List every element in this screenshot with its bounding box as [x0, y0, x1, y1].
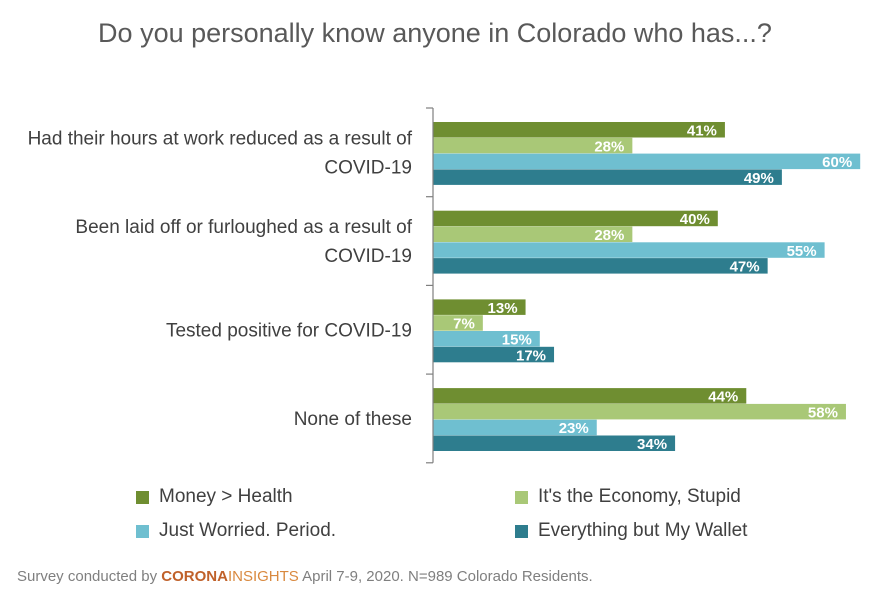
- data-label: 28%: [594, 138, 624, 155]
- legend-item: Just Worried. Period.: [136, 520, 336, 542]
- legend-item: Money > Health: [136, 486, 293, 508]
- legend-label: Money > Health: [159, 486, 293, 507]
- bar: [433, 153, 861, 170]
- data-label: 17%: [516, 347, 546, 364]
- bar: [433, 210, 718, 227]
- data-label: 7%: [453, 316, 475, 333]
- category-label: Had their hours at work reduced as a res…: [28, 129, 413, 179]
- legend-item: It's the Economy, Stupid: [515, 486, 741, 508]
- data-label: 49%: [744, 170, 774, 187]
- footer-brand-insights: INSIGHTS: [227, 568, 299, 585]
- bar: [433, 226, 633, 242]
- legend-label: It's the Economy, Stupid: [538, 486, 741, 507]
- data-label: 58%: [808, 404, 838, 421]
- category-label: None of these: [294, 409, 412, 430]
- data-label: 13%: [488, 300, 518, 317]
- data-label: 40%: [680, 211, 710, 228]
- legend-label: Just Worried. Period.: [159, 520, 337, 541]
- data-label: 47%: [730, 259, 760, 276]
- footer-suffix: April 7-9, 2020. N=989 Colorado Resident…: [298, 568, 593, 585]
- bar: [433, 299, 526, 315]
- bar: [433, 242, 825, 258]
- data-label: 23%: [559, 420, 589, 437]
- data-label: 41%: [687, 123, 717, 140]
- bar: [433, 122, 725, 138]
- bar: [433, 403, 846, 420]
- legend-swatch: [136, 524, 149, 538]
- bar: [433, 435, 676, 451]
- bar: [433, 331, 540, 347]
- bar: [433, 258, 768, 274]
- footer-note: Survey conducted by CORONAINSIGHTS April…: [17, 568, 593, 585]
- bar: [433, 169, 782, 185]
- legend-item: Everything but My Wallet: [515, 520, 747, 542]
- category-label: Been laid off or furloughed as a result …: [75, 217, 412, 267]
- bar: [433, 137, 633, 154]
- chart-title: Do you personally know anyone in Colorad…: [98, 18, 772, 48]
- footer-brand-corona: CORONA: [161, 568, 228, 585]
- bar: [433, 315, 483, 331]
- legend-swatch: [515, 524, 528, 538]
- data-label: 60%: [822, 154, 852, 171]
- bar: [433, 388, 747, 404]
- data-label: 34%: [637, 436, 667, 453]
- category-label: Tested positive for COVID-19: [166, 320, 412, 341]
- data-label: 15%: [502, 332, 532, 349]
- legend-swatch: [515, 490, 528, 504]
- legend-swatch: [136, 490, 149, 504]
- data-label: 55%: [787, 243, 817, 260]
- footer-prefix: Survey conducted by: [17, 568, 162, 585]
- bar: [433, 346, 555, 363]
- data-label: 44%: [708, 389, 738, 406]
- legend-label: Everything but My Wallet: [538, 520, 748, 541]
- data-label: 28%: [594, 227, 624, 244]
- bar: [433, 419, 597, 436]
